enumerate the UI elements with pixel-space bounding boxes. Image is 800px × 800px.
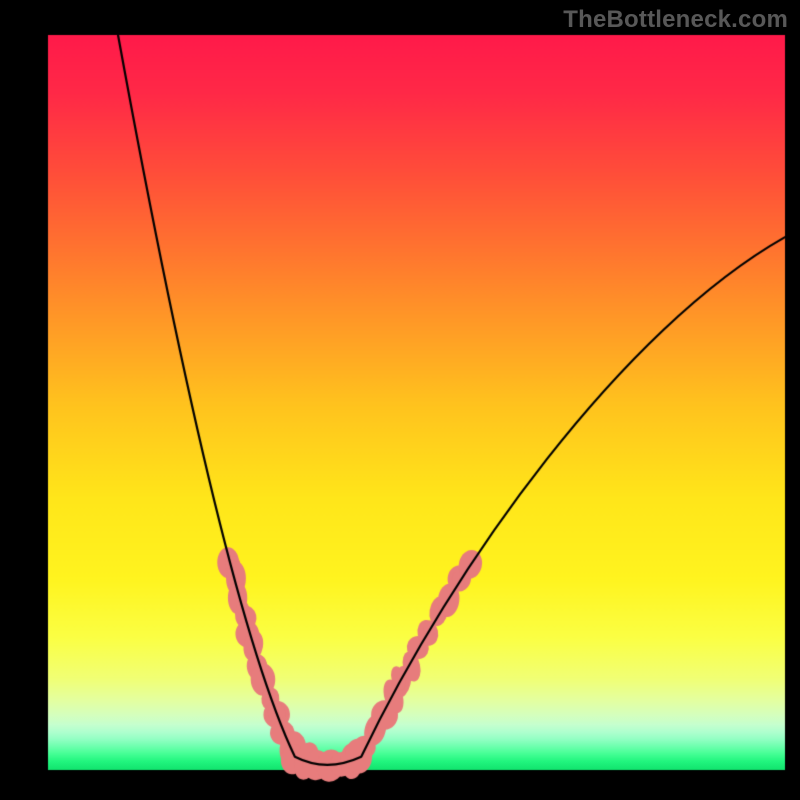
bottleneck-curve [0,0,800,800]
watermark-text: TheBottleneck.com [563,6,788,34]
chart-stage: TheBottleneck.com [0,0,800,800]
